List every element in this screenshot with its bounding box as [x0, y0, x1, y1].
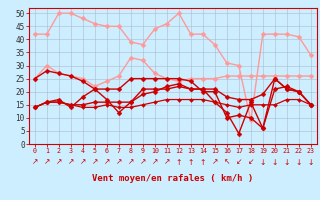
- Text: ↓: ↓: [296, 158, 302, 167]
- Text: ↑: ↑: [200, 158, 206, 167]
- Text: ↗: ↗: [164, 158, 170, 167]
- Text: ↗: ↗: [104, 158, 110, 167]
- Text: ↗: ↗: [56, 158, 62, 167]
- Text: ↑: ↑: [188, 158, 194, 167]
- Text: ↗: ↗: [68, 158, 74, 167]
- Text: ↗: ↗: [92, 158, 98, 167]
- Text: ↗: ↗: [32, 158, 38, 167]
- Text: ↗: ↗: [152, 158, 158, 167]
- Text: ↗: ↗: [140, 158, 146, 167]
- Text: ↓: ↓: [260, 158, 266, 167]
- Text: ↗: ↗: [44, 158, 50, 167]
- Text: ↗: ↗: [80, 158, 86, 167]
- Text: ↑: ↑: [176, 158, 182, 167]
- Text: ↖: ↖: [224, 158, 230, 167]
- Text: ↓: ↓: [284, 158, 290, 167]
- Text: Vent moyen/en rafales ( km/h ): Vent moyen/en rafales ( km/h ): [92, 174, 253, 183]
- Text: ↓: ↓: [308, 158, 314, 167]
- Text: ↙: ↙: [248, 158, 254, 167]
- Text: ↗: ↗: [128, 158, 134, 167]
- Text: ↙: ↙: [236, 158, 242, 167]
- Text: ↓: ↓: [272, 158, 278, 167]
- Text: ↗: ↗: [212, 158, 218, 167]
- Text: ↗: ↗: [116, 158, 122, 167]
